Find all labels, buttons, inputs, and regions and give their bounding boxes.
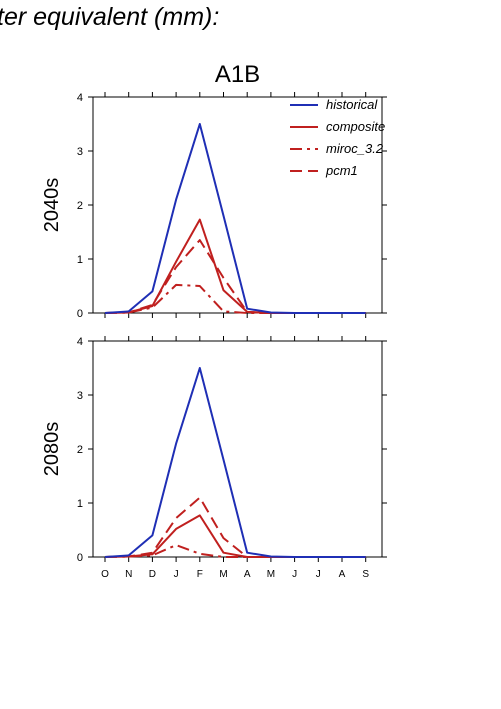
x-tick-label: A	[339, 569, 346, 580]
legend-label: pcm1	[325, 163, 358, 178]
legend: historical composite miroc_3.2 pcm1	[290, 97, 385, 178]
y-tick-label: 1	[77, 254, 83, 266]
y-tick-label: 0	[77, 552, 83, 564]
legend-label: composite	[326, 119, 385, 134]
y-tick-label: 4	[77, 92, 83, 104]
legend-label: miroc_3.2	[326, 141, 384, 156]
legend-label: historical	[326, 97, 378, 112]
x-tick-label: A	[244, 569, 251, 580]
x-tick-label: J	[292, 569, 297, 580]
series-line-miroc-3-2	[104, 544, 366, 558]
x-tick-label: M	[219, 569, 227, 580]
x-tick-label: S	[362, 569, 369, 580]
y-tick-label: 2	[77, 200, 83, 212]
y-tick-label: 3	[77, 390, 83, 402]
plot-frame	[92, 340, 383, 558]
x-tick-label: J	[174, 569, 179, 580]
series-line-miroc-3-2	[104, 283, 366, 314]
panel-2: 0 1 2 3 4 O N D J F M A M J J A S 2080s	[41, 336, 387, 580]
y-tick-label: 4	[77, 336, 83, 348]
x-tick-label: D	[149, 569, 156, 580]
x-tick-label: J	[316, 569, 321, 580]
y-tick-label: 1	[77, 498, 83, 510]
row-label: 2080s	[41, 422, 63, 477]
y-tick-label: 0	[77, 308, 83, 320]
row-label: 2040s	[41, 178, 63, 233]
x-tick-label: N	[125, 569, 132, 580]
y-tick-label: 2	[77, 444, 83, 456]
x-tick-label: M	[267, 569, 275, 580]
series-line-historical	[104, 367, 366, 558]
x-tick-label: O	[101, 569, 109, 580]
figure-title: ter equivalent (mm):	[0, 3, 220, 31]
x-tick-label: F	[197, 569, 203, 580]
series-line-composite	[104, 514, 366, 558]
series-line-historical	[104, 123, 366, 314]
panel-title: A1B	[215, 61, 260, 88]
panel-1: 0 1 2 3 4 A1B 2040s historical composite miroc_3.…	[41, 61, 387, 320]
y-tick-label: 3	[77, 146, 83, 158]
